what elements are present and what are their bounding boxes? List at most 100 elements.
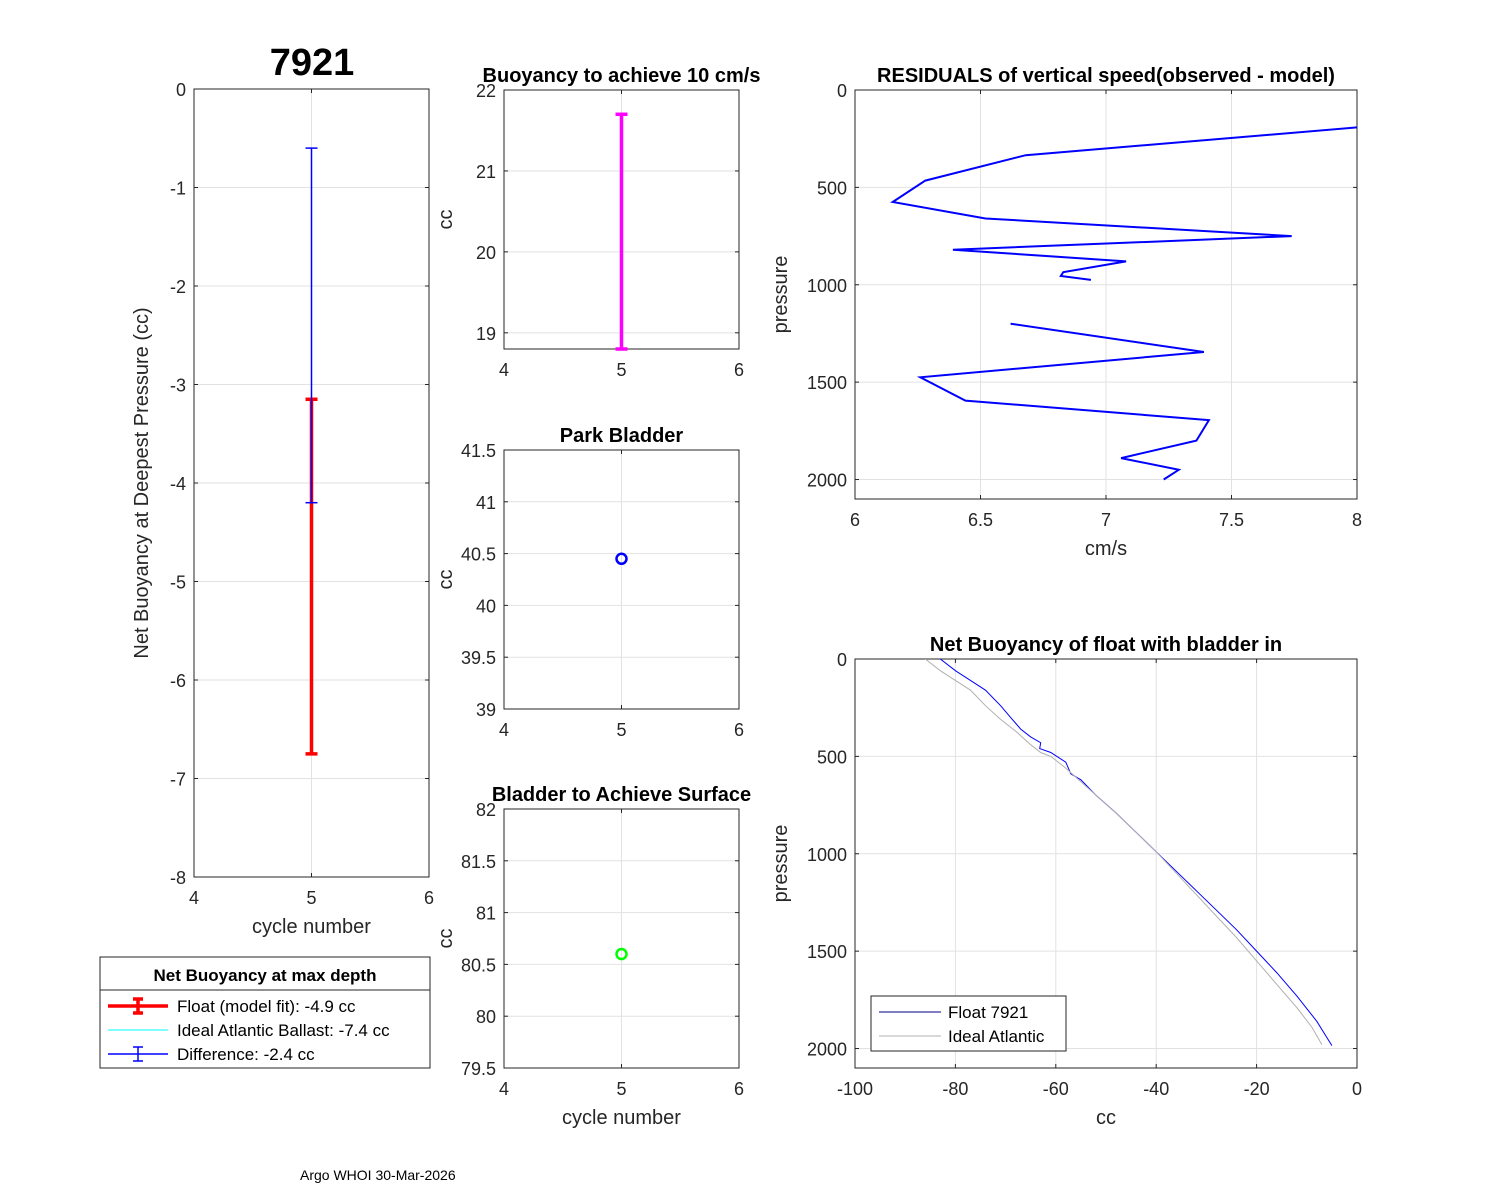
figure-title: 7921: [270, 42, 355, 84]
legend-box: [870, 995, 1067, 1052]
y-tick-label: 80: [476, 1007, 496, 1027]
legend-title: Net Buoyancy at max depth: [154, 966, 377, 985]
y-tick-label: 40: [476, 596, 496, 616]
y-tick-label: -1: [170, 179, 186, 199]
y-axis-label: Net Buoyancy at Deepest Pressure (cc): [131, 307, 153, 658]
y-tick-label: 82: [476, 800, 496, 820]
data-marks: [615, 552, 628, 566]
y-tick-label: 1500: [807, 373, 847, 393]
x-tick-label: 4: [189, 888, 199, 908]
legend-profile: Float 7921 Ideal Atlantic: [870, 995, 1067, 1052]
y-tick-label: -5: [170, 573, 186, 593]
y-tick-label: 0: [837, 81, 847, 101]
legend-entry: Float 7921: [879, 1003, 1028, 1022]
errorbar-buoyancy: [615, 112, 628, 351]
y-tick-label: 80.5: [461, 955, 496, 975]
y-tick-label: -4: [170, 474, 186, 494]
x-tick-label: 5: [616, 720, 626, 740]
x-axis-label: cycle number: [252, 916, 371, 938]
x-tick-label: -100: [837, 1079, 873, 1099]
y-tick-label: 79.5: [461, 1059, 496, 1079]
y-tick-label: 41: [476, 493, 496, 513]
x-tick-label: 5: [306, 888, 316, 908]
data-marks: [615, 112, 628, 351]
y-tick-label: -7: [170, 770, 186, 790]
y-axis-label: cc: [435, 570, 457, 590]
chart-net-buoyancy-deepest: 4 5 6 0 -1 -2 -3 -4 -5 -6 -7 -8 cycle number Net Buoy…: [131, 80, 434, 938]
x-axis-label: cm/s: [1085, 538, 1127, 560]
y-tick-label: 1500: [807, 942, 847, 962]
scatter-point: [615, 552, 628, 566]
y-tick-label: -2: [170, 277, 186, 297]
legend-entry: Float (model fit): -4.9 cc: [108, 997, 356, 1016]
y-tick-label: 0: [176, 80, 186, 100]
y-tick-label: 41.5: [461, 441, 496, 461]
x-tick-label: 6: [424, 888, 434, 908]
series-line-upper: [890, 126, 1357, 281]
legend-entry: Ideal Atlantic: [879, 1027, 1045, 1046]
x-tick-label: 4: [499, 1079, 509, 1099]
x-tick-label: 6: [734, 360, 744, 380]
legend-label: Ideal Atlantic Ballast: -7.4 cc: [177, 1021, 390, 1040]
y-axis-label: pressure: [770, 256, 792, 334]
chart-net-buoyancy-profile: -100 -80 -60 -40 -20 0 0 500 1000 1500 2000 Net Buo…: [770, 634, 1362, 1129]
data-marks: [924, 659, 1333, 1046]
y-tick-label: 1000: [807, 276, 847, 296]
y-tick-label: 1000: [807, 845, 847, 865]
x-tick-label: 6: [734, 720, 744, 740]
data-marks: [305, 147, 318, 756]
y-tick-label: 2000: [807, 471, 847, 491]
y-tick-label: 500: [817, 178, 847, 198]
errorbar-difference: [305, 147, 318, 504]
y-tick-label: -6: [170, 671, 186, 691]
legend-net-buoyancy: Net Buoyancy at max depth Float (model fi…: [99, 956, 431, 1069]
legend-entry: Ideal Atlantic Ballast: -7.4 cc: [108, 1021, 390, 1040]
chart-residuals: 6 6.5 7 7.5 8 0 500 1000 1500 2000 RESIDUALS of ve…: [770, 65, 1362, 560]
legend-label: Difference: -2.4 cc: [177, 1045, 315, 1064]
x-axis-label: cycle number: [562, 1107, 681, 1129]
y-axis-label: cc: [435, 210, 457, 230]
y-tick-label: 39.5: [461, 648, 496, 668]
x-tick-label: -40: [1143, 1079, 1169, 1099]
footer-credit: Argo WHOI 30-Mar-2026: [300, 1167, 456, 1183]
scatter-point: [615, 947, 628, 961]
x-tick-label: 5: [616, 1079, 626, 1099]
legend-label: Float 7921: [948, 1003, 1028, 1022]
x-tick-label: -80: [942, 1079, 968, 1099]
x-tick-label: -60: [1043, 1079, 1069, 1099]
y-axis-label: cc: [435, 929, 457, 949]
chart-title: Net Buoyancy of float with bladder in: [930, 634, 1282, 656]
data-marks: [890, 126, 1357, 481]
x-tick-label: 6: [850, 510, 860, 530]
y-tick-label: 20: [476, 243, 496, 263]
x-tick-label: 6: [734, 1079, 744, 1099]
series-line-float-7921: [939, 659, 1333, 1046]
chart-title: Buoyancy to achieve 10 cm/s: [483, 65, 761, 87]
x-tick-label: 7.5: [1219, 510, 1244, 530]
y-tick-label: 22: [476, 81, 496, 101]
x-tick-label: 7: [1101, 510, 1111, 530]
x-tick-label: 5: [616, 360, 626, 380]
series-line-lower: [916, 322, 1211, 481]
chart-park-bladder: 4 5 6 39 39.5 40 40.5 41 41.5 Park Bladder cc: [435, 425, 744, 740]
x-tick-label: 8: [1352, 510, 1362, 530]
x-tick-label: 4: [499, 720, 509, 740]
chart-title: Park Bladder: [560, 425, 684, 447]
x-tick-label: 0: [1352, 1079, 1362, 1099]
y-tick-label: 81.5: [461, 852, 496, 872]
y-tick-label: -3: [170, 376, 186, 396]
x-tick-label: -20: [1244, 1079, 1270, 1099]
y-tick-label: 39: [476, 700, 496, 720]
y-tick-label: 19: [476, 324, 496, 344]
y-tick-label: 0: [837, 650, 847, 670]
chart-title: Bladder to Achieve Surface: [492, 784, 751, 806]
legend-label: Float (model fit): -4.9 cc: [177, 997, 356, 1016]
x-tick-label: 4: [499, 360, 509, 380]
x-tick-label: 6.5: [968, 510, 993, 530]
y-tick-label: 500: [817, 747, 847, 767]
x-axis-label: cc: [1096, 1107, 1116, 1129]
legend-box: [99, 956, 431, 1069]
